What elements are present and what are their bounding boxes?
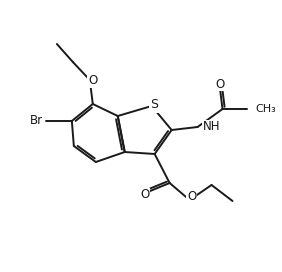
Text: O: O	[140, 188, 149, 202]
Text: Br: Br	[30, 115, 43, 128]
Text: CH₃: CH₃	[255, 104, 276, 114]
Text: O: O	[187, 190, 196, 203]
Text: O: O	[215, 78, 224, 91]
Text: S: S	[150, 98, 158, 112]
Text: O: O	[88, 75, 97, 88]
Text: NH: NH	[202, 120, 220, 134]
